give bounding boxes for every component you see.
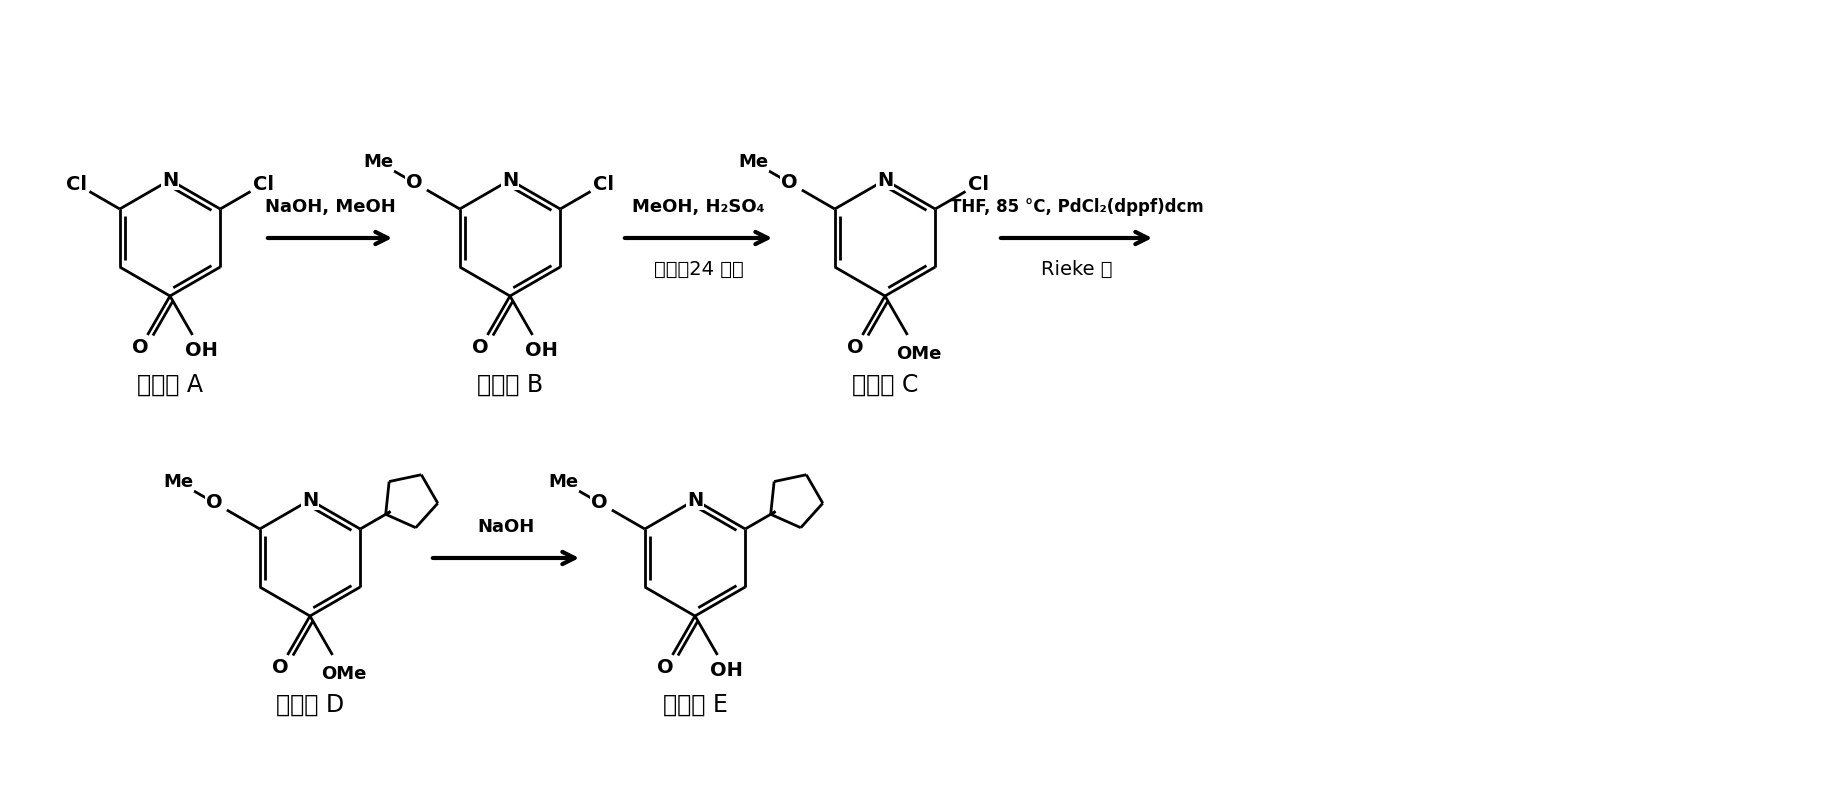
Text: 化合物 A: 化合物 A <box>137 373 203 397</box>
Text: Cl: Cl <box>968 175 988 193</box>
Text: OMe: OMe <box>897 345 941 363</box>
Text: O: O <box>847 338 864 357</box>
Text: MeOH, H₂SO₄: MeOH, H₂SO₄ <box>631 198 765 216</box>
Text: NaOH, MeOH: NaOH, MeOH <box>265 198 395 216</box>
Text: THF, 85 °C, PdCl₂(dppf)dcm: THF, 85 °C, PdCl₂(dppf)dcm <box>950 198 1204 216</box>
Text: O: O <box>657 658 673 677</box>
Text: O: O <box>781 173 798 192</box>
Text: O: O <box>207 493 223 512</box>
Text: O: O <box>472 338 489 357</box>
Text: N: N <box>877 171 893 189</box>
Text: 化合物 B: 化合物 B <box>478 373 544 397</box>
Text: Me: Me <box>737 153 769 171</box>
Text: OH: OH <box>525 341 558 360</box>
Text: Me: Me <box>549 473 578 491</box>
Text: NaOH: NaOH <box>478 518 534 536</box>
Text: 化合物 E: 化合物 E <box>662 693 728 717</box>
Text: Me: Me <box>364 153 393 171</box>
Text: 化合物 C: 化合物 C <box>851 373 919 397</box>
Text: O: O <box>406 173 423 192</box>
Text: O: O <box>132 338 148 357</box>
Text: N: N <box>302 491 318 509</box>
Text: Rieke 锶: Rieke 锶 <box>1041 260 1113 279</box>
Text: 回流，24 小时: 回流，24 小时 <box>653 260 743 279</box>
Text: Cl: Cl <box>593 175 615 193</box>
Text: O: O <box>273 658 289 677</box>
Text: Cl: Cl <box>253 175 274 193</box>
Text: OH: OH <box>710 661 743 680</box>
Text: N: N <box>161 171 178 189</box>
Text: N: N <box>686 491 703 509</box>
Text: OMe: OMe <box>320 665 366 683</box>
Text: Cl: Cl <box>66 175 88 193</box>
Text: 化合物 D: 化合物 D <box>276 693 344 717</box>
Text: N: N <box>501 171 518 189</box>
Text: OH: OH <box>185 341 218 360</box>
Text: Me: Me <box>163 473 194 491</box>
Text: O: O <box>591 493 608 512</box>
